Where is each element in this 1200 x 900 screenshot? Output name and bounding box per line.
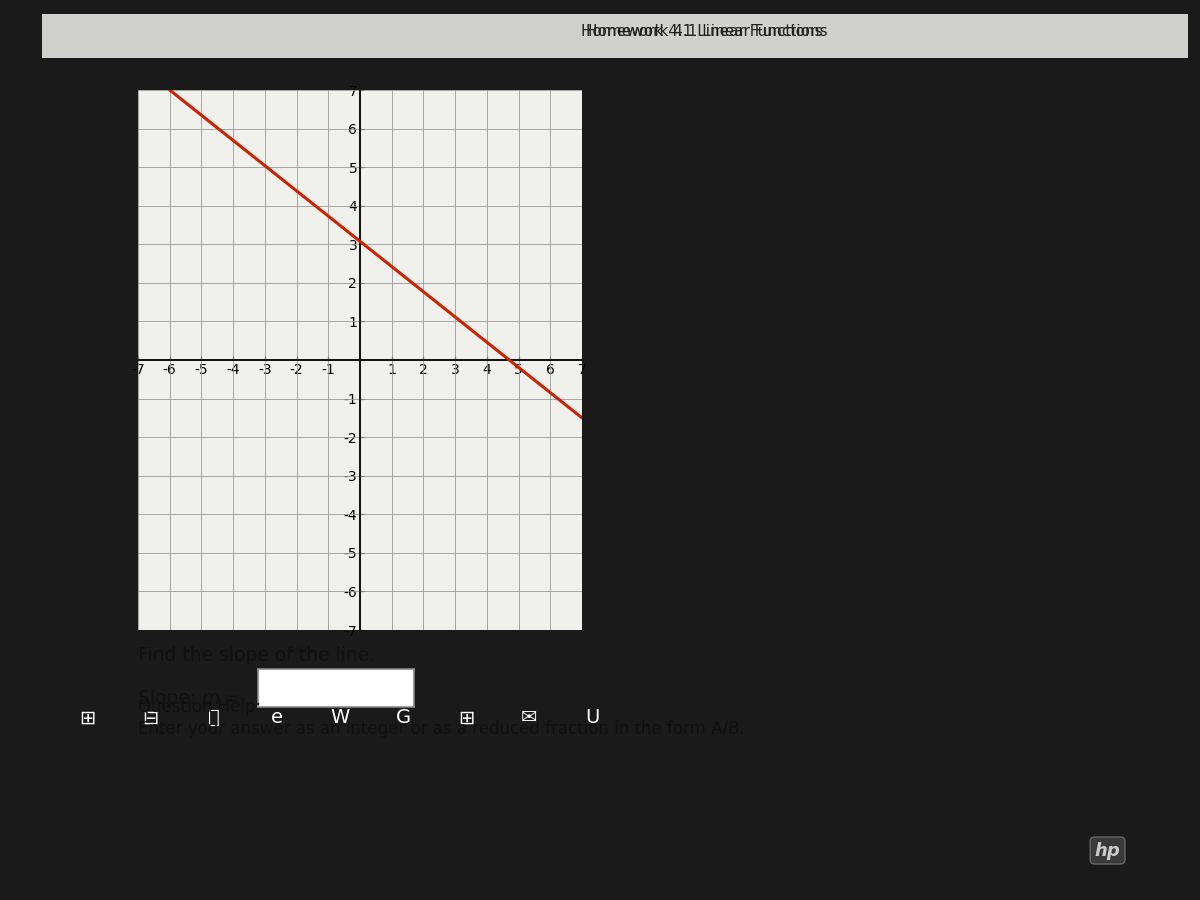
Text: G: G xyxy=(396,708,410,727)
Text: ✉: ✉ xyxy=(521,708,538,727)
Text: ⊟: ⊟ xyxy=(143,708,160,727)
Text: Slope:: Slope: xyxy=(138,688,202,707)
Text: W: W xyxy=(330,708,349,727)
Text: Find the slope of the line.: Find the slope of the line. xyxy=(138,646,374,665)
Text: Enter your answer as an integer or as a reduced fraction in the form A/B.: Enter your answer as an integer or as a … xyxy=(138,720,745,738)
Text: hp: hp xyxy=(1094,842,1121,859)
Text: Homework 4.1 Linear Functions: Homework 4.1 Linear Functions xyxy=(581,24,823,39)
Text: e: e xyxy=(271,708,283,727)
Text: Homework 4.1 Linear Functions: Homework 4.1 Linear Functions xyxy=(586,24,828,40)
Text: Question Help:: Question Help: xyxy=(138,698,262,716)
Text: m: m xyxy=(202,688,220,707)
Bar xyxy=(42,14,1188,58)
Text: 📁: 📁 xyxy=(208,708,220,727)
Text: ⊞: ⊞ xyxy=(79,708,96,727)
Text: ⊞: ⊞ xyxy=(458,708,474,727)
Text: U: U xyxy=(584,708,599,727)
Text: =: = xyxy=(218,688,240,707)
